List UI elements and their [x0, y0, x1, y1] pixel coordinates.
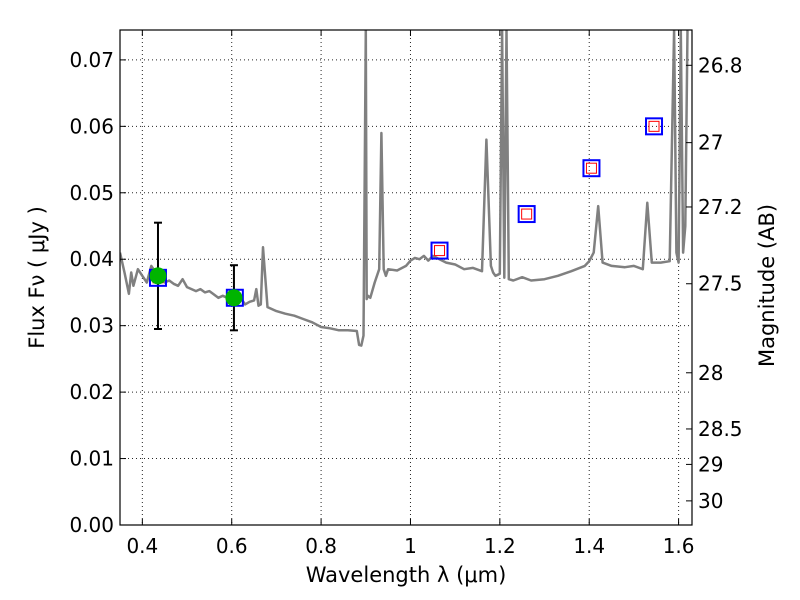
mag-tick-label: 27.5	[698, 272, 743, 296]
x-axis-label: Wavelength λ (μm)	[306, 563, 507, 587]
y-axis-label: Flux Fν ( μJy )	[25, 206, 49, 349]
model-photometry-inner-box	[434, 245, 446, 257]
x-tick-label: 1.2	[484, 534, 516, 558]
mag-tick-label: 30	[698, 489, 723, 513]
sed-spectrum-line	[120, 30, 690, 347]
y-tick-label: 0.03	[69, 314, 114, 338]
mag-tick-label: 28	[698, 361, 723, 385]
mag-tick-label: 27.2	[698, 195, 743, 219]
model-photometry-box	[645, 117, 664, 136]
x-tick-label: 0.6	[216, 534, 248, 558]
model-photometry-box	[517, 205, 536, 224]
axes: 0.4 0.6 0.8 1 1.2 1.4 1.6 0.00 0.01 0.02 0.03 0.04 0…	[69, 29, 743, 558]
y-tick-label: 0.04	[69, 247, 114, 271]
model-photometry-box	[430, 241, 449, 260]
model-photometry-inner-box	[648, 120, 660, 132]
model-photometry-box	[582, 159, 601, 178]
plot-frame	[119, 29, 693, 526]
y-tick-label: 0.01	[69, 447, 114, 471]
observed-data-point	[149, 267, 167, 285]
x-tick-label: 1	[404, 534, 417, 558]
grid	[120, 30, 692, 526]
mag-tick-label: 28.5	[698, 417, 743, 441]
x-tick-label: 0.8	[305, 534, 337, 558]
y-tick-label: 0.02	[69, 380, 114, 404]
y2-axis-label: Magnitude (AB)	[755, 204, 779, 367]
model-photometry-inner-box	[521, 208, 533, 220]
mag-tick-label: 27	[698, 131, 723, 155]
y-tick-label: 0.00	[69, 513, 114, 537]
observed-data-point	[225, 289, 243, 307]
mag-tick-label: 29	[698, 452, 723, 476]
mag-tick-label: 26.8	[698, 53, 743, 77]
x-tick-label: 0.4	[126, 534, 158, 558]
y-tick-label: 0.07	[69, 48, 114, 72]
y-tick-label: 0.05	[69, 181, 114, 205]
x-tick-label: 1.4	[573, 534, 605, 558]
x-tick-label: 1.6	[663, 534, 695, 558]
plot-area	[120, 30, 690, 347]
model-photometry-inner-box	[585, 162, 597, 174]
y-tick-label: 0.06	[69, 114, 114, 138]
